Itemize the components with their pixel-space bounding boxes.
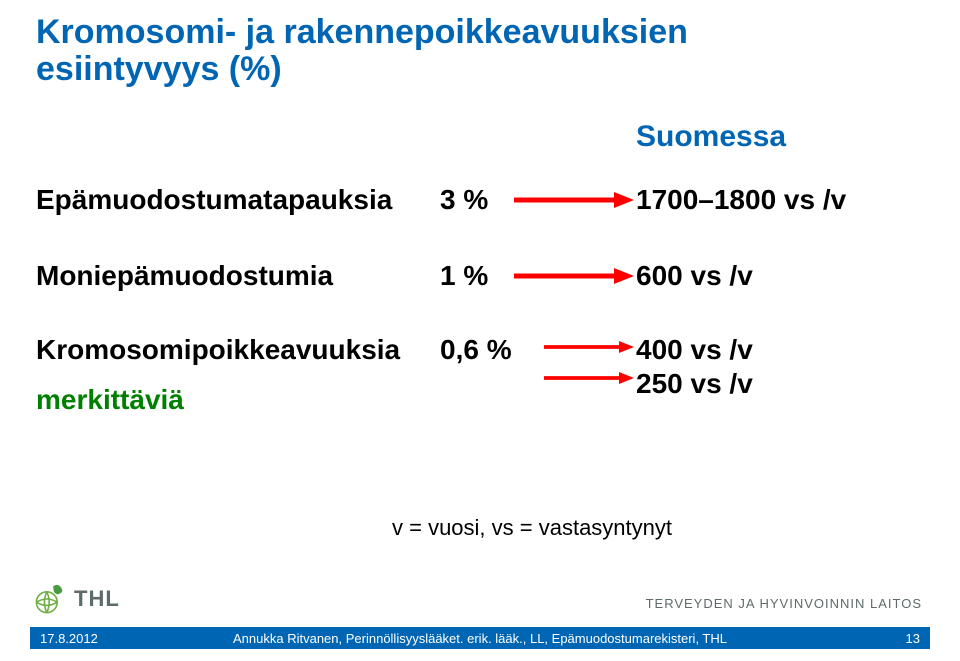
- footer-author: Annukka Ritvanen, Perinnöllisyyslääket. …: [233, 631, 727, 646]
- footer-bar: 17.8.2012 Annukka Ritvanen, Perinnöllisy…: [30, 627, 930, 649]
- footer-page-number: 13: [906, 631, 920, 646]
- subtitle-suomessa: Suomessa: [636, 120, 786, 154]
- row3-percent: 0,6 %: [440, 334, 512, 366]
- row1-value: 1700–1800 vs /v: [636, 184, 846, 216]
- arrow-icon: [544, 370, 634, 386]
- thl-logo-text: THL: [74, 586, 120, 612]
- brand-subtitle: TERVEYDEN JA HYVINVOINNIN LAITOS: [646, 596, 922, 611]
- row3-value-2: 250 vs /v: [636, 368, 753, 400]
- row3-label-1: Kromosomipoikkeavuuksia: [36, 334, 400, 366]
- footer-date: 17.8.2012: [40, 631, 98, 646]
- row2-value: 600 vs /v: [636, 260, 753, 292]
- row1-label: Epämuodostumatapauksia: [36, 184, 392, 216]
- row2-label: Moniepämuodostumia: [36, 260, 333, 292]
- thl-logo-block: THL: [34, 583, 120, 615]
- title-line-2: esiintyvyys (%): [36, 50, 282, 88]
- slide: Kromosomi- ja rakennepoikkeavuuksien esi…: [0, 0, 960, 661]
- title-line-1: Kromosomi- ja rakennepoikkeavuuksien: [36, 13, 688, 51]
- data-row-2: Moniepämuodostumia 1 % 600 vs /v: [36, 258, 924, 294]
- data-row-1: Epämuodostumatapauksia 3 % 1700–1800 vs …: [36, 182, 924, 218]
- arrow-icon: [514, 268, 634, 284]
- arrow-icon: [514, 192, 634, 208]
- thl-globe-icon: [34, 583, 66, 615]
- row3-label-2: merkittäviä: [36, 384, 400, 416]
- row1-percent: 3 %: [440, 184, 488, 216]
- slide-title: Kromosomi- ja rakennepoikkeavuuksien esi…: [36, 14, 688, 89]
- arrow-icon: [544, 339, 634, 355]
- row2-percent: 1 %: [440, 260, 488, 292]
- footnote: v = vuosi, vs = vastasyntynyt: [392, 515, 672, 541]
- data-row-3: Kromosomipoikkeavuuksia merkittäviä 0,6 …: [36, 334, 924, 404]
- row3-value-1: 400 vs /v: [636, 334, 753, 366]
